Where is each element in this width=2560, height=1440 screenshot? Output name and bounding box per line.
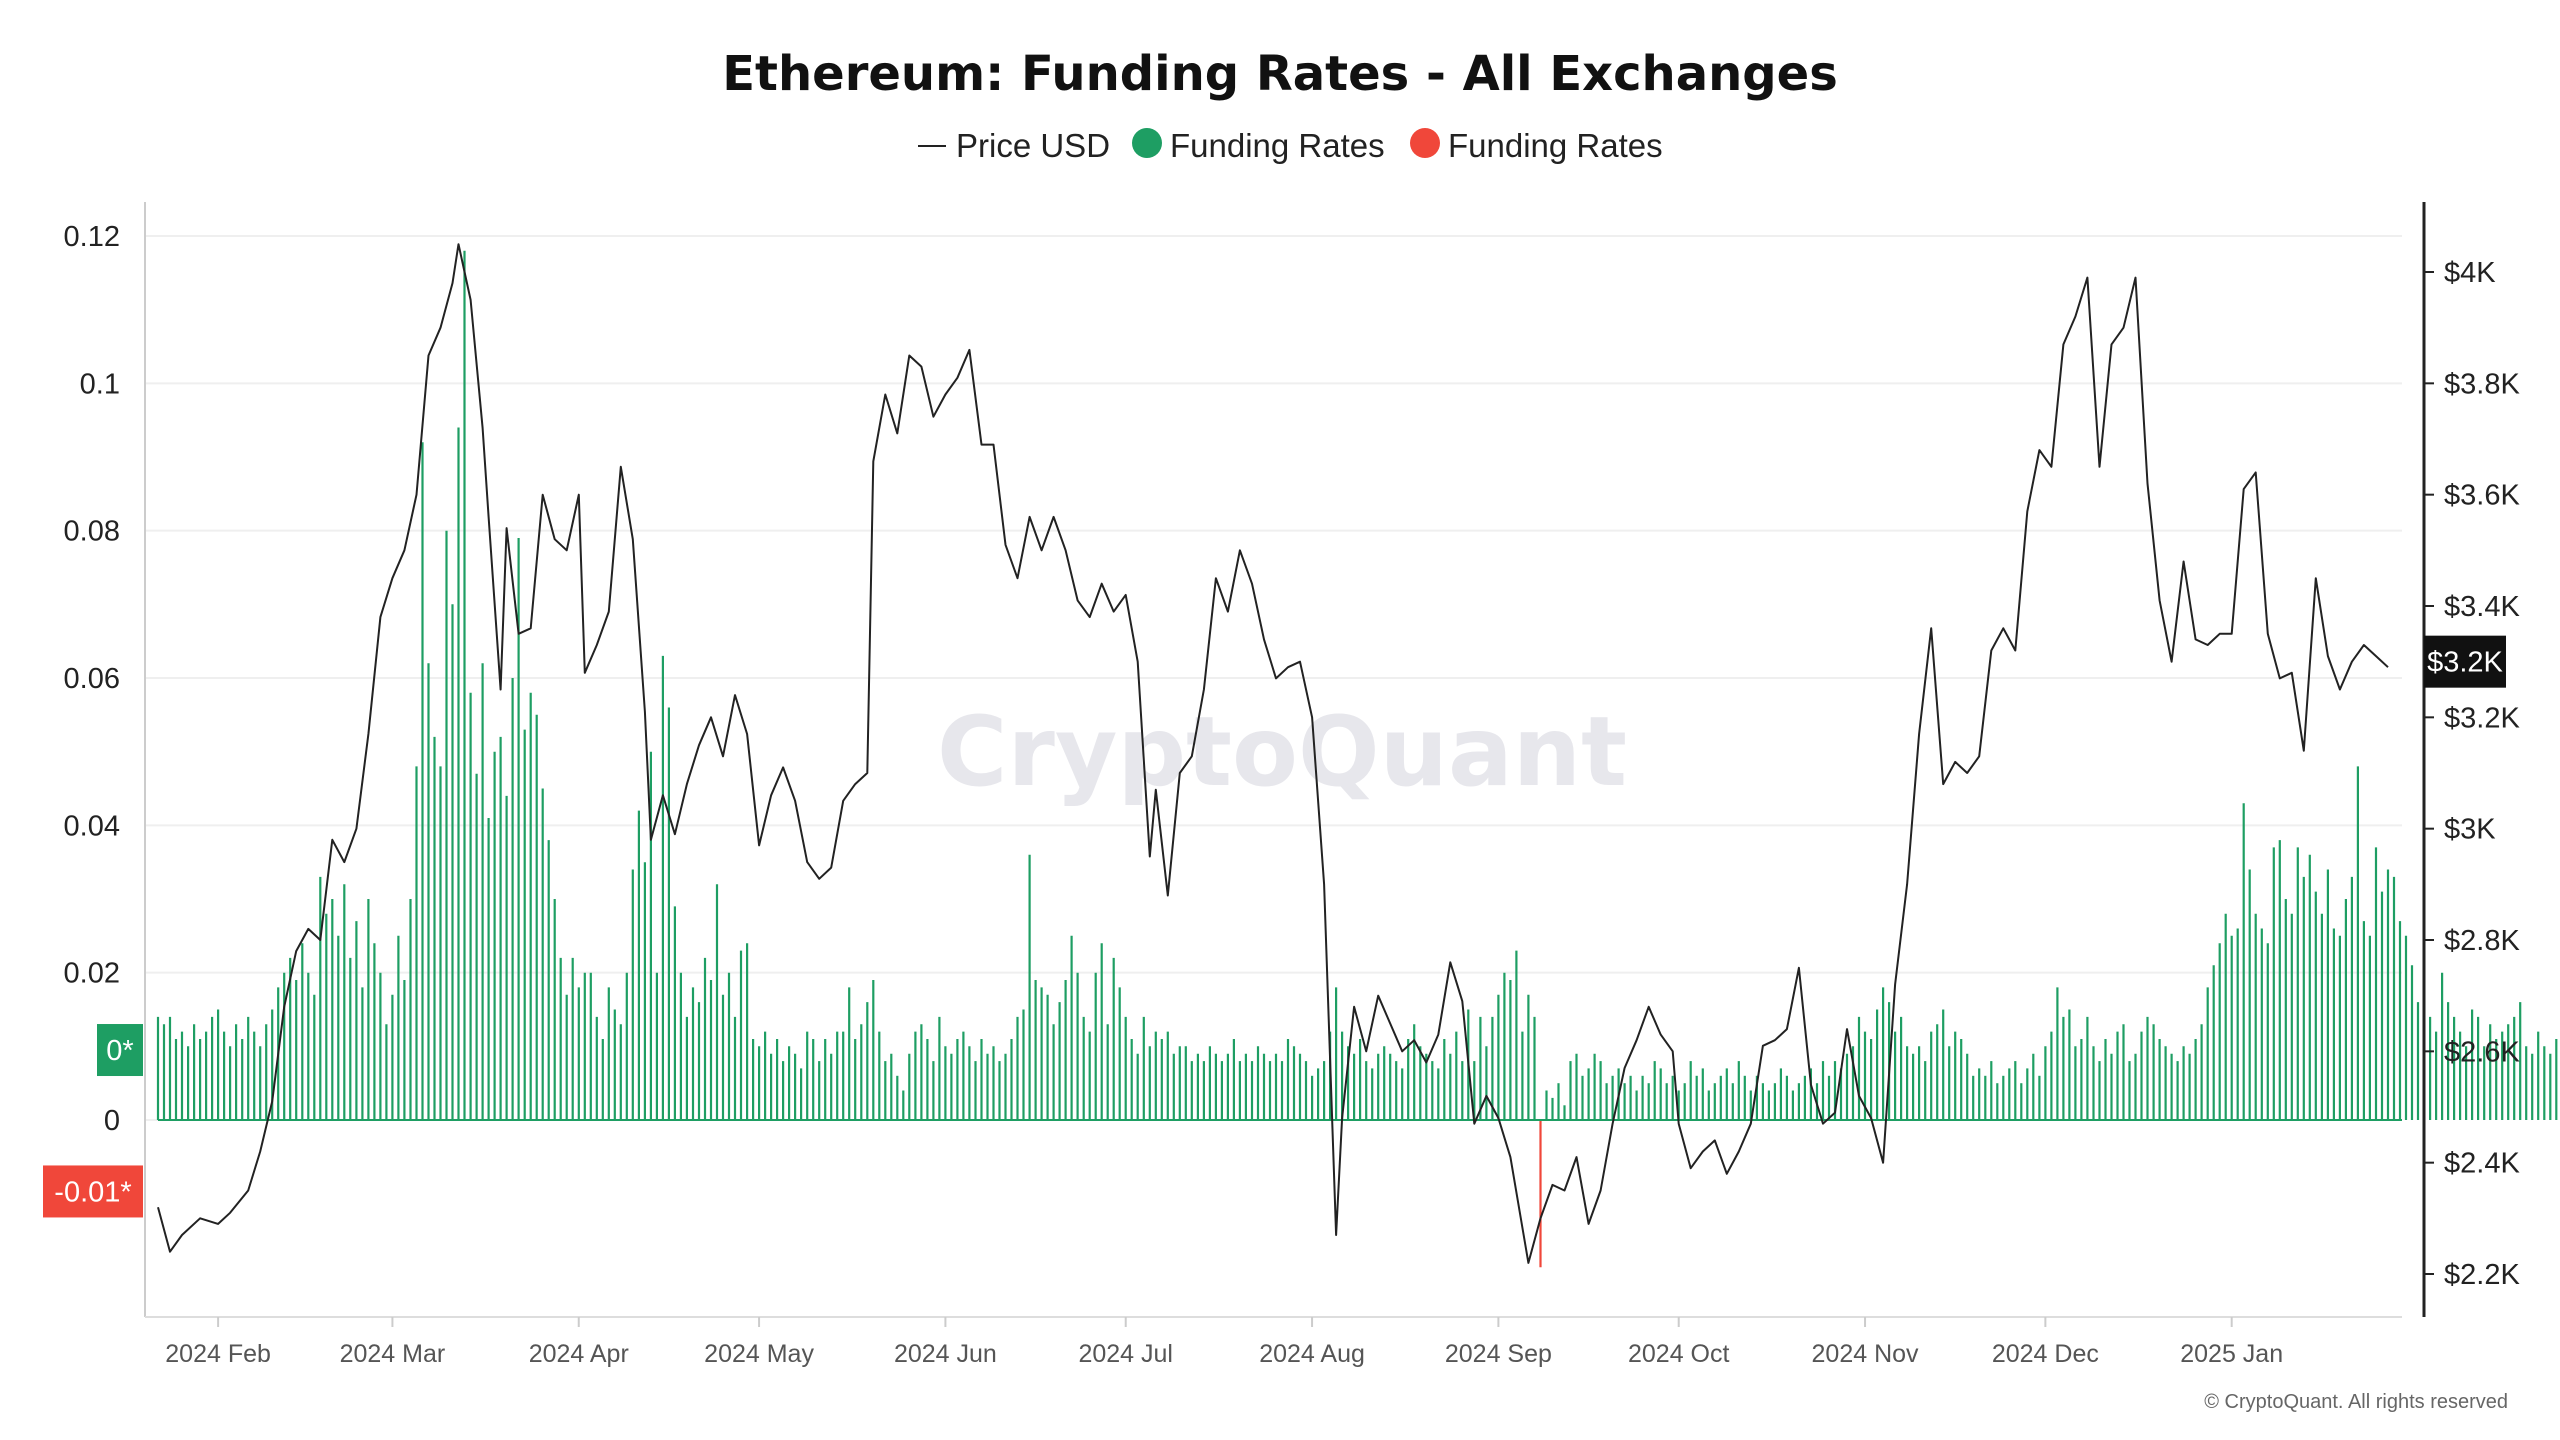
right-tick-label: $2.2K	[2444, 1259, 2520, 1291]
axis-badge	[43, 1165, 143, 1218]
price-usd-line	[157, 243, 2389, 1264]
axis-badges: 0* -0.01* $3.2K	[43, 635, 2506, 1218]
x-tick-label: 2024 Sep	[1445, 1340, 1552, 1368]
axis-badge	[2424, 635, 2506, 688]
x-tick-label: 2024 Feb	[165, 1340, 271, 1368]
x-tick-label: 2024 Jul	[1078, 1340, 1173, 1368]
x-tick-label: 2025 Jan	[2180, 1340, 2283, 1368]
x-axis-ticks: 2024 Feb 2024 Mar 2024 Apr 2024 May 2024 Jun…	[165, 1317, 2283, 1368]
axis-badge	[97, 1024, 143, 1077]
right-tick-label: $3.8K	[2444, 368, 2520, 400]
right-tick-label: $3K	[2444, 814, 2496, 846]
right-tick-label: $2.8K	[2444, 925, 2520, 957]
left-tick-label: 0.04	[64, 810, 120, 842]
legend-dot-red	[1410, 128, 1440, 158]
x-tick-label: 2024 Aug	[1259, 1340, 1365, 1368]
right-axis-ticks: $4K $3.8K $3.6K $3.4K $3.2K $3K $2.8K $2.6K $2.4…	[2424, 257, 2520, 1291]
right-tick-label: $3.4K	[2444, 591, 2520, 623]
legend[interactable]: Price USD Funding Rates Funding Rates	[918, 127, 1663, 164]
x-tick-label: 2024 Oct	[1628, 1340, 1730, 1368]
chart-title: Ethereum: Funding Rates - All Exchanges	[722, 46, 1838, 102]
x-tick-label: 2024 Dec	[1992, 1340, 2099, 1368]
axis-badge-label: $3.2K	[2427, 647, 2503, 679]
legend-item-price[interactable]: Price USD	[918, 127, 1110, 164]
x-tick-label: 2024 Nov	[1812, 1340, 1920, 1368]
left-tick-label: 0.02	[64, 958, 120, 990]
right-tick-label: $4K	[2444, 257, 2496, 289]
axis-badge-label: -0.01*	[54, 1176, 131, 1208]
funding-rate-bars	[156, 250, 2558, 1268]
left-tick-label: 0.1	[80, 368, 120, 400]
legend-label-funding-positive: Funding Rates	[1170, 127, 1385, 164]
right-tick-label: $2.6K	[2444, 1036, 2520, 1068]
x-tick-label: 2024 Apr	[529, 1340, 629, 1368]
left-tick-label: 0.06	[64, 663, 120, 695]
gridlines	[145, 235, 2402, 1121]
x-tick-label: 2024 May	[704, 1340, 814, 1368]
x-tick-label: 2024 Mar	[340, 1340, 446, 1368]
x-tick-label: 2024 Jun	[894, 1340, 997, 1368]
left-axis-ticks: 0.12 0.1 0.08 0.06 0.04 0.02 0	[64, 221, 120, 1137]
legend-dot-green	[1132, 128, 1162, 158]
legend-item-funding-positive[interactable]: Funding Rates	[1132, 127, 1385, 164]
left-tick-label: 0	[104, 1105, 120, 1137]
left-tick-label: 0.08	[64, 516, 120, 548]
watermark: CryptoQuant	[937, 696, 1627, 808]
legend-item-funding-negative[interactable]: Funding Rates	[1410, 127, 1663, 164]
right-tick-label: $3.6K	[2444, 480, 2520, 512]
left-tick-label: 0.12	[64, 221, 120, 253]
right-tick-label: $3.2K	[2444, 702, 2520, 734]
legend-label-funding-negative: Funding Rates	[1448, 127, 1663, 164]
axis-badge-label: 0*	[106, 1035, 133, 1067]
copyright-notice: © CryptoQuant. All rights reserved	[2204, 1391, 2508, 1413]
legend-label-price: Price USD	[956, 127, 1110, 164]
right-tick-label: $2.4K	[2444, 1148, 2520, 1180]
